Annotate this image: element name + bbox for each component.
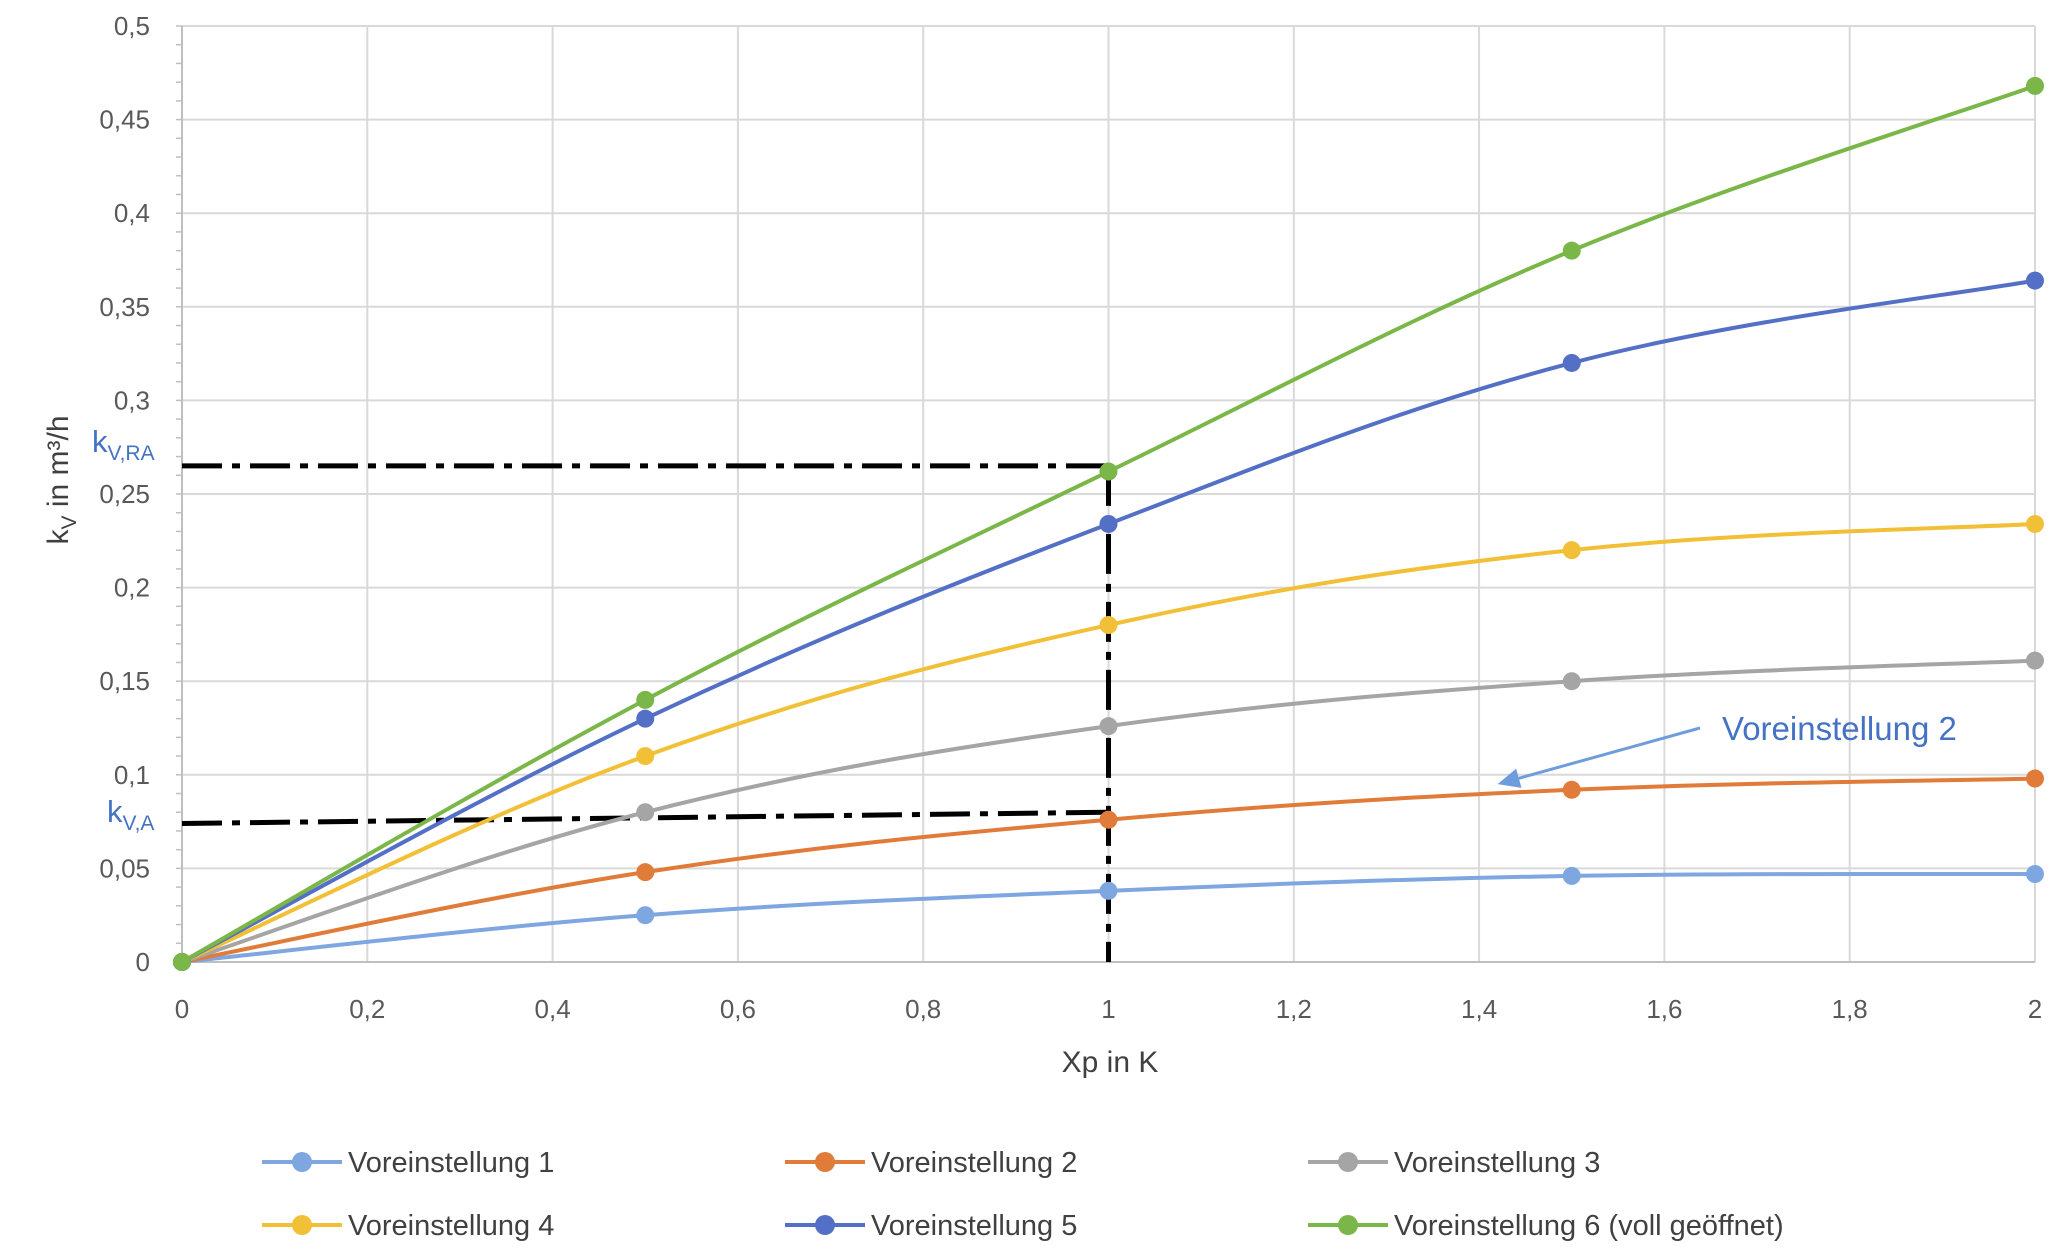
- legend-label-4: Voreinstellung 4: [348, 1210, 554, 1242]
- series-6-point-2: [1099, 462, 1118, 481]
- kv-ra-label: kV,RA: [92, 424, 155, 465]
- legend-swatch-marker-2: [815, 1152, 835, 1172]
- series-2-point-4: [2026, 769, 2044, 788]
- series-1-point-4: [2026, 865, 2044, 884]
- legend-item-1: Voreinstellung 1: [262, 1147, 554, 1179]
- x-tick-label-9: 1,8: [1832, 994, 1868, 1024]
- series-4-point-4: [2026, 514, 2044, 533]
- y-axis-title: kV in m³/h: [42, 415, 81, 544]
- kv-ra-label-sub: V,RA: [108, 442, 155, 465]
- series-3-point-2: [1099, 717, 1118, 736]
- y-tick-label-6: 0,3: [114, 385, 150, 415]
- legend-item-3: Voreinstellung 3: [1308, 1147, 1600, 1179]
- x-tick-label-4: 0,8: [905, 994, 941, 1024]
- x-tick-label-6: 1,2: [1276, 994, 1312, 1024]
- legend-swatch-marker-4: [292, 1215, 312, 1235]
- series-5-point-2: [1099, 514, 1118, 533]
- series-layer: [173, 76, 2044, 971]
- legend-swatch-marker-1: [292, 1152, 312, 1172]
- series-1-point-1: [636, 906, 655, 925]
- legend: Voreinstellung 1 Voreinstellung 2 Voreinst…: [262, 1147, 1784, 1242]
- x-tick-label-0: 0: [175, 994, 189, 1024]
- legend-label-6: Voreinstellung 6 (voll geöffnet): [1394, 1210, 1784, 1242]
- legend-item-4: Voreinstellung 4: [262, 1210, 554, 1242]
- legend-item-5: Voreinstellung 5: [785, 1210, 1077, 1242]
- legend-swatch-marker-3: [1338, 1152, 1358, 1172]
- x-tick-label-3: 0,6: [720, 994, 756, 1024]
- series-2-point-2: [1099, 810, 1118, 829]
- annotation-arrow-head: [1497, 768, 1522, 788]
- annotation-arrow: [1518, 726, 1701, 780]
- x-axis-title: Xp in K: [1062, 1046, 1159, 1079]
- y-tick-label-5: 0,25: [99, 479, 150, 509]
- legend-swatch-marker-5: [815, 1215, 835, 1235]
- legend-item-2: Voreinstellung 2: [785, 1147, 1077, 1179]
- y-tick-label-0: 0: [136, 947, 150, 977]
- y-tick-label-8: 0,4: [114, 198, 150, 228]
- legend-label-3: Voreinstellung 3: [1394, 1147, 1600, 1179]
- x-tick-label-2: 0,4: [535, 994, 571, 1024]
- y-axis-title-base: k: [42, 529, 75, 545]
- kv-a-label-sub: V,A: [123, 812, 155, 835]
- y-tick-label-2: 0,1: [114, 760, 150, 790]
- kv-a-label-base: k: [107, 794, 123, 829]
- kv-ra-label-base: k: [92, 424, 108, 459]
- tick-labels: 0 0,05 0,1 0,15 0,2 0,25 0,3 0,35 0,4 0,45 0,5 0 0,2…: [99, 11, 2042, 1024]
- legend-label-5: Voreinstellung 5: [871, 1210, 1077, 1242]
- series-5-point-3: [1562, 353, 1581, 372]
- series-5-point-4: [2026, 271, 2044, 290]
- y-tick-label-4: 0,2: [114, 573, 150, 603]
- legend-label-2: Voreinstellung 2: [871, 1147, 1077, 1179]
- annotation-voreinstellung-2: Voreinstellung 2: [1497, 710, 1957, 788]
- y-axis-title-sub: V: [58, 516, 81, 530]
- y-tick-label-3: 0,15: [99, 666, 150, 696]
- series-6-point-4: [2026, 76, 2044, 95]
- series-3-point-1: [636, 803, 655, 822]
- series-2-point-1: [636, 863, 655, 882]
- series-6-point-3: [1562, 241, 1581, 260]
- legend-swatch-marker-6: [1338, 1215, 1358, 1235]
- series-1-point-2: [1099, 881, 1118, 900]
- kv-a-label: kV,A: [107, 794, 154, 835]
- series-6-point-0: [173, 953, 191, 971]
- x-tick-label-7: 1,4: [1461, 994, 1497, 1024]
- x-tick-label-10: 2: [2028, 994, 2042, 1024]
- legend-label-1: Voreinstellung 1: [348, 1147, 554, 1179]
- series-6-point-1: [636, 690, 655, 709]
- series-1-point-3: [1562, 866, 1581, 885]
- series-5: [173, 271, 2044, 971]
- series-6: [173, 76, 2044, 971]
- x-tick-label-8: 1,6: [1646, 994, 1682, 1024]
- y-tick-label-7: 0,35: [99, 292, 150, 322]
- series-4-point-1: [636, 747, 655, 766]
- series-4-point-3: [1562, 541, 1581, 560]
- legend-item-6: Voreinstellung 6 (voll geöffnet): [1308, 1210, 1784, 1242]
- series-3-point-4: [2026, 651, 2044, 670]
- series-4-point-2: [1099, 616, 1118, 635]
- series-3-point-3: [1562, 672, 1581, 691]
- y-tick-label-10: 0,5: [114, 11, 150, 41]
- y-axis-title-rest: in m³/h: [42, 415, 75, 515]
- annotation-text: Voreinstellung 2: [1722, 710, 1957, 747]
- y-tick-label-9: 0,45: [99, 105, 150, 135]
- x-tick-label-5: 1: [1101, 994, 1115, 1024]
- series-5-point-1: [636, 709, 655, 728]
- y-tick-label-1: 0,05: [99, 853, 150, 883]
- series-2-point-3: [1562, 780, 1581, 799]
- x-tick-label-1: 0,2: [349, 994, 385, 1024]
